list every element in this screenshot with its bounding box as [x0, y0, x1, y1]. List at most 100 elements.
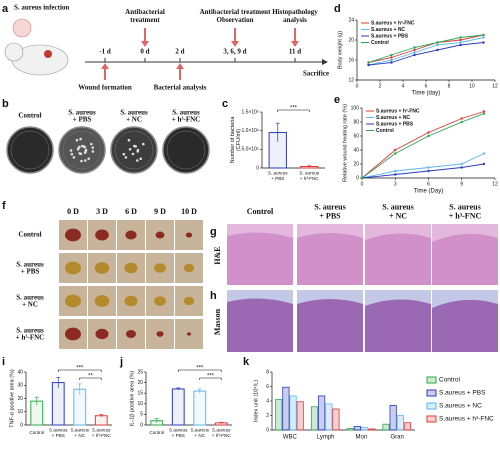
colony [87, 157, 90, 161]
significance-bracket [277, 109, 310, 112]
y-tick-label: 20 [348, 37, 354, 43]
wound [44, 50, 52, 58]
y-axis-label: Body weight (g) [337, 31, 343, 69]
y-axis-label: TNF-α positive area (%) [9, 369, 15, 428]
y-tick-label: 10 [17, 409, 23, 415]
series-line [368, 34, 484, 63]
legend-swatch [426, 376, 437, 384]
series-line [368, 37, 484, 66]
wound-area [125, 230, 137, 240]
x-tick-label: S.aureus + h³-FNC [92, 427, 112, 438]
colony [70, 152, 74, 156]
bar [171, 388, 185, 426]
timeline-event: Bacterial analysis [154, 84, 207, 92]
y-tick-label: 0 [20, 422, 23, 428]
y-tick-label: 24 [348, 17, 354, 23]
x-axis-label: Time (Day) [414, 189, 443, 195]
group-label: S. aureus + h³-FNC [172, 108, 200, 123]
y-tick-label: 1.5×10⁶ [242, 109, 260, 115]
timeline-event: Sacrifice [303, 70, 329, 78]
bar [51, 382, 65, 426]
colony [127, 138, 131, 142]
y-tick-label: 0 [266, 427, 269, 433]
x-tick-label: Gran [390, 435, 403, 441]
significance-label: *** [196, 366, 204, 372]
panel-label: f [2, 200, 6, 212]
data-point [460, 166, 463, 169]
y-tick-label: 20 [17, 396, 23, 402]
colony [139, 157, 142, 161]
bar [296, 401, 304, 431]
wound-area [65, 228, 81, 242]
y-tick-label: 15 [137, 391, 143, 397]
data-point [427, 169, 430, 173]
y-tick-label: 20 [137, 380, 143, 386]
x-tick-label: Mon [356, 435, 368, 441]
data-point [367, 61, 370, 64]
legend-label: Control [376, 128, 394, 134]
x-tick-label: S.aureus + PBS [169, 427, 188, 438]
series-line [368, 42, 484, 66]
data-point [413, 53, 416, 57]
data-point [460, 117, 463, 120]
data-point [436, 41, 439, 44]
legend-label: S.aureus + h³-FNC [371, 20, 415, 26]
legend-swatch [426, 402, 437, 410]
wound-area [65, 294, 81, 308]
x-tick-label: 8 [448, 83, 451, 89]
petri-inner [10, 130, 50, 170]
data-point [436, 43, 439, 47]
y-tick-label: 10 [137, 401, 143, 407]
wound-area [65, 327, 81, 341]
y-axis-label: Index unit (10⁹/L) [252, 380, 259, 422]
group-label: Control [247, 207, 274, 216]
y-tick-label: 5.0×10⁵ [241, 147, 259, 153]
x-tick-label: 6 [425, 83, 428, 89]
tissue-layer [227, 232, 293, 285]
data-point [459, 43, 462, 47]
colony [91, 146, 95, 149]
petri-inner [166, 130, 206, 170]
data-point [460, 162, 463, 166]
bar [94, 415, 108, 426]
panel-label: h [210, 290, 217, 302]
wound-area [185, 232, 193, 238]
data-point [459, 38, 462, 42]
colony [131, 152, 135, 156]
group-label: Control [18, 112, 41, 120]
significance-bracket [199, 377, 222, 380]
timeline-title: S. aureus infection [14, 4, 69, 12]
wound-area [94, 262, 110, 274]
colony [69, 149, 73, 152]
wound-area [124, 262, 138, 274]
panel-label: d [334, 3, 341, 15]
colony [135, 159, 139, 162]
legend-label: Control [439, 377, 461, 384]
group-label: S. aureus + h³-FNC [16, 326, 44, 341]
colony [78, 145, 81, 149]
data-point [413, 46, 416, 49]
colony [83, 145, 87, 149]
event-arrowhead [101, 63, 109, 69]
data-point [413, 48, 416, 52]
x-tick-label: 3 [394, 181, 397, 187]
wound-area [65, 261, 81, 275]
x-tick-label: S. aureus + PBS [268, 170, 288, 181]
bar [275, 399, 283, 431]
legend-label: S.aureus + NC [371, 27, 405, 33]
y-axis-label: Number of bacteria(CFU/ml) [230, 116, 242, 164]
data-point [482, 33, 485, 37]
x-tick-label: S.aureus + NC [191, 427, 210, 438]
data-point [482, 110, 486, 113]
panel-label: c [222, 98, 228, 110]
colony [78, 151, 81, 155]
significance-label: ** [88, 374, 93, 380]
x-tick-label: 2 [379, 83, 382, 89]
stain-label: Masson [213, 308, 222, 335]
y-tick-label: 1.0×10⁶ [242, 128, 260, 134]
data-point [394, 148, 397, 152]
timeline-day: 3, 6, 9 d [223, 48, 246, 56]
significance-bracket [79, 377, 102, 380]
y-tick-label: 8 [266, 369, 269, 375]
y-tick-label: 16 [348, 57, 354, 63]
